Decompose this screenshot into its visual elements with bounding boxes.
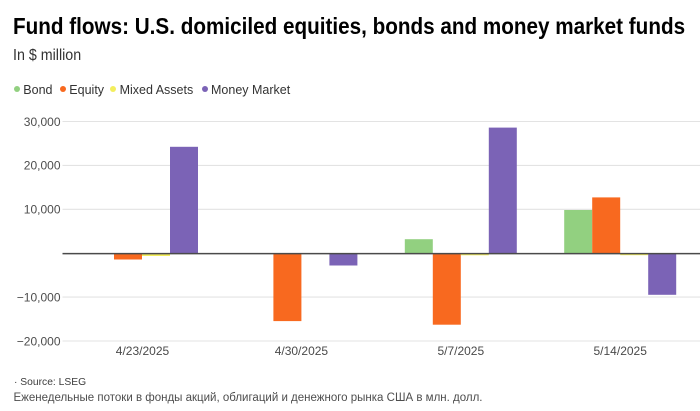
svg-text:30,000: 30,000 bbox=[24, 115, 61, 129]
svg-text:5/14/2025: 5/14/2025 bbox=[594, 344, 648, 358]
svg-text:−10,000: −10,000 bbox=[17, 290, 61, 304]
svg-text:−20,000: −20,000 bbox=[17, 334, 61, 348]
svg-text:4/30/2025: 4/30/2025 bbox=[275, 344, 329, 358]
svg-text:20,000: 20,000 bbox=[24, 159, 61, 173]
svg-text:5/7/2025: 5/7/2025 bbox=[437, 344, 484, 358]
svg-text:10,000: 10,000 bbox=[24, 203, 61, 217]
svg-text:4/23/2025: 4/23/2025 bbox=[116, 344, 170, 358]
